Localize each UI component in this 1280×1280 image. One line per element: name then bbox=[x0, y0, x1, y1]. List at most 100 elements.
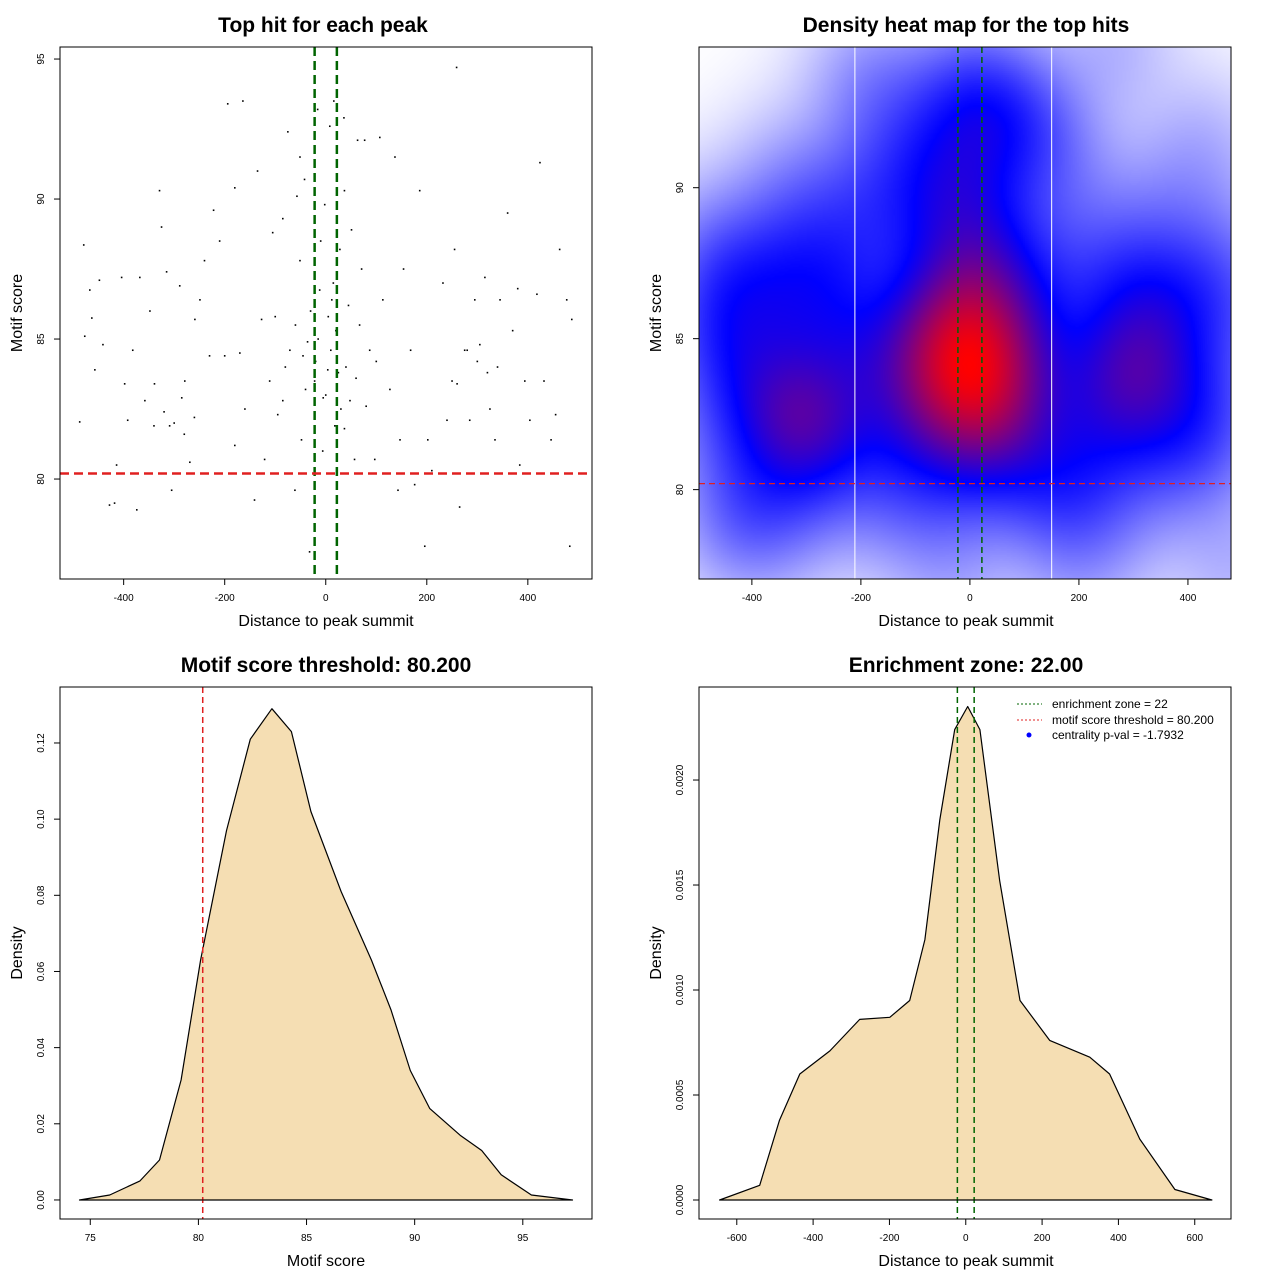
scatter-point bbox=[343, 427, 346, 430]
scatter-point bbox=[518, 464, 521, 466]
scatter-point bbox=[131, 349, 134, 352]
scatter-point bbox=[316, 108, 319, 111]
scatter-point bbox=[242, 100, 244, 102]
scatter-point bbox=[489, 408, 491, 410]
scatter-point bbox=[476, 360, 479, 363]
scatter-point bbox=[345, 366, 347, 368]
scatter-point bbox=[126, 419, 129, 422]
panel1-title: Top hit for each peak bbox=[218, 14, 428, 37]
y-tick-label: 0.10 bbox=[36, 809, 47, 829]
scatter-point bbox=[413, 483, 416, 486]
y-tick-label: 0.12 bbox=[36, 733, 47, 753]
panel2-title: Density heat map for the top hits bbox=[803, 14, 1130, 37]
scatter-point bbox=[260, 318, 263, 321]
x-tick-label: 0 bbox=[963, 1233, 969, 1244]
panel2-ylabel: Motif score bbox=[648, 274, 665, 352]
legend: enrichment zone = 22 motif score thresho… bbox=[1017, 697, 1214, 742]
scatter-point bbox=[309, 310, 312, 312]
scatter-point bbox=[83, 335, 86, 338]
density-curve-3 bbox=[78, 708, 574, 1201]
scatter-point bbox=[324, 394, 327, 396]
scatter-point bbox=[178, 285, 181, 287]
scatter-point bbox=[451, 380, 453, 382]
scatter-point bbox=[446, 419, 448, 422]
scatter-point bbox=[163, 411, 165, 413]
scatter-point bbox=[158, 189, 161, 192]
scatter-point bbox=[308, 551, 311, 553]
scatter-point bbox=[82, 244, 85, 246]
scatter-point bbox=[479, 343, 481, 346]
scatter-point bbox=[120, 276, 123, 279]
scatter-point bbox=[165, 271, 168, 273]
x-tick-label: 200 bbox=[418, 593, 435, 604]
legend-label-threshold: motif score threshold = 80.200 bbox=[1052, 713, 1214, 727]
scatter-point bbox=[271, 231, 274, 234]
scatter-point bbox=[139, 276, 141, 279]
x-tick-label: 85 bbox=[301, 1233, 313, 1244]
scatter-point bbox=[373, 458, 376, 461]
x-tick-label: -400 bbox=[114, 593, 134, 604]
scatter-point bbox=[399, 439, 401, 441]
scatter-point bbox=[153, 383, 156, 385]
y-tick-label: 90 bbox=[36, 193, 47, 205]
scatter-point bbox=[98, 279, 101, 282]
scatter-point bbox=[123, 383, 126, 385]
x-tick-label: 0 bbox=[967, 593, 973, 604]
scatter-point bbox=[193, 416, 196, 419]
scatter-point bbox=[91, 317, 93, 319]
scatter-point bbox=[524, 380, 526, 382]
x-tick-label: -400 bbox=[803, 1233, 823, 1244]
scatter-point bbox=[102, 343, 104, 346]
y-tick-label: 0.0005 bbox=[675, 1079, 686, 1110]
scatter-point bbox=[466, 349, 469, 352]
scatter-point bbox=[458, 506, 461, 508]
y-tick-label: 90 bbox=[675, 182, 686, 194]
scatter-point bbox=[212, 209, 215, 212]
plot-frame bbox=[59, 46, 593, 580]
panel3-title: Motif score threshold: 80.200 bbox=[181, 654, 472, 677]
scatter-point bbox=[180, 397, 183, 399]
y-tick-label: 0.08 bbox=[36, 885, 47, 905]
density-curve-4 bbox=[719, 705, 1213, 1201]
scatter-point bbox=[496, 366, 499, 368]
scatter-point bbox=[511, 329, 514, 332]
scatter-point bbox=[529, 419, 531, 422]
scatter-point bbox=[473, 299, 476, 301]
scatter-point bbox=[304, 388, 307, 391]
scatter-point bbox=[568, 545, 571, 548]
scatter-point bbox=[296, 195, 298, 198]
scatter-point bbox=[347, 304, 350, 307]
scatter-point bbox=[418, 189, 421, 192]
plot-frame bbox=[59, 686, 593, 1220]
scatter-point bbox=[284, 366, 287, 368]
scatter-point bbox=[94, 369, 96, 371]
scatter-point bbox=[494, 439, 496, 441]
scatter-point bbox=[268, 380, 271, 382]
scatter-point bbox=[160, 226, 163, 228]
scatter-point bbox=[183, 380, 186, 382]
x-tick-label: 600 bbox=[1186, 1233, 1203, 1244]
x-tick-label: -400 bbox=[742, 593, 762, 604]
scatter-point bbox=[223, 355, 226, 357]
scatter-point bbox=[484, 276, 486, 279]
scatter-point bbox=[554, 413, 557, 416]
scatter-point bbox=[453, 248, 456, 251]
x-tick-label: 400 bbox=[1180, 593, 1197, 604]
x-tick-label: -200 bbox=[851, 593, 871, 604]
scatter-point bbox=[468, 419, 471, 422]
scatter-point bbox=[299, 259, 301, 262]
scatter-point bbox=[263, 458, 266, 461]
scatter-point bbox=[300, 439, 303, 441]
scatter-point bbox=[339, 248, 341, 251]
y-tick-label: 80 bbox=[675, 484, 686, 496]
scatter-point bbox=[135, 509, 138, 511]
scatter-point bbox=[194, 318, 196, 321]
panel4-xlabel: Distance to peak summit bbox=[878, 1253, 1054, 1270]
scatter-point bbox=[153, 425, 155, 427]
y-tick-label: 0.02 bbox=[36, 1114, 47, 1134]
x-tick-label: 95 bbox=[517, 1233, 529, 1244]
scatter-point bbox=[276, 413, 279, 416]
y-tick-label: 0.0000 bbox=[675, 1184, 686, 1215]
panel4-ylabel: Density bbox=[648, 926, 665, 979]
scatter-point bbox=[113, 502, 116, 504]
